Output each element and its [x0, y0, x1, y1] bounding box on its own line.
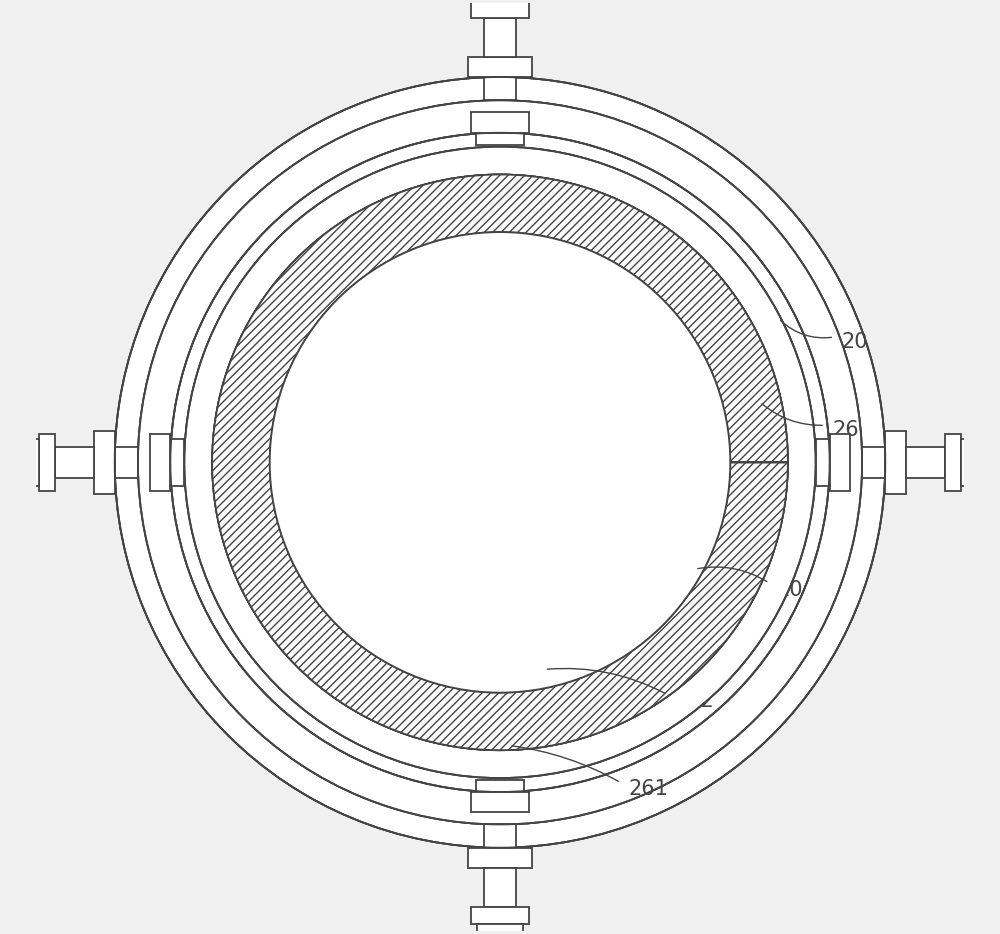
Bar — [906, 446, 945, 478]
Bar — [477, 924, 523, 934]
Text: 20: 20 — [842, 332, 868, 352]
Bar — [484, 77, 516, 100]
Bar — [471, 1, 529, 18]
Bar — [115, 446, 138, 478]
Circle shape — [270, 233, 730, 693]
Bar — [26, 439, 39, 486]
Polygon shape — [138, 100, 862, 825]
Bar — [468, 57, 532, 77]
Bar — [471, 112, 529, 133]
Bar — [484, 825, 516, 848]
Bar — [468, 848, 532, 868]
Bar — [945, 433, 961, 491]
Bar — [55, 446, 94, 478]
Bar — [484, 868, 516, 907]
Bar — [471, 907, 529, 924]
Polygon shape — [184, 147, 816, 778]
Polygon shape — [170, 133, 830, 792]
Bar — [830, 433, 850, 491]
Bar — [885, 431, 906, 494]
Polygon shape — [212, 175, 788, 750]
Text: 262: 262 — [675, 691, 714, 711]
Text: 261: 261 — [628, 779, 668, 800]
Polygon shape — [115, 77, 885, 848]
Polygon shape — [212, 175, 788, 750]
Bar — [961, 439, 974, 486]
Circle shape — [270, 233, 730, 693]
Bar — [166, 439, 184, 486]
Bar — [39, 433, 55, 491]
Bar — [471, 792, 529, 813]
Text: 26: 26 — [832, 420, 859, 440]
Bar — [816, 439, 834, 486]
Bar — [94, 431, 115, 494]
Bar — [150, 433, 170, 491]
Bar — [476, 126, 524, 145]
Bar — [862, 446, 885, 478]
Bar — [484, 18, 516, 57]
Bar — [476, 780, 524, 799]
Text: 10: 10 — [777, 580, 803, 600]
